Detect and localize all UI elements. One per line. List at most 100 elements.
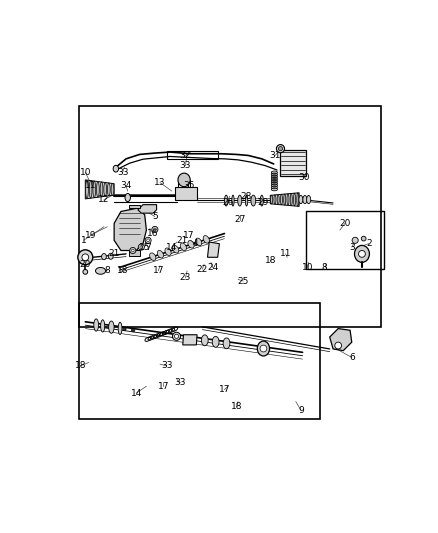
Ellipse shape	[94, 319, 99, 331]
Ellipse shape	[93, 181, 95, 198]
Ellipse shape	[212, 336, 219, 347]
Text: 21: 21	[109, 249, 120, 259]
Ellipse shape	[131, 249, 134, 252]
Text: 24: 24	[207, 263, 218, 272]
Text: 14: 14	[131, 389, 142, 398]
Ellipse shape	[188, 240, 194, 248]
Text: 8: 8	[105, 266, 110, 276]
Ellipse shape	[96, 182, 99, 197]
Text: 33: 33	[161, 361, 173, 370]
Ellipse shape	[245, 195, 248, 206]
Ellipse shape	[201, 335, 208, 346]
Ellipse shape	[95, 268, 106, 274]
Ellipse shape	[232, 195, 234, 206]
Text: 18: 18	[117, 266, 128, 276]
Text: 17: 17	[183, 231, 194, 240]
Ellipse shape	[173, 332, 180, 341]
Text: 3: 3	[349, 243, 355, 252]
Text: 18: 18	[230, 402, 242, 411]
Text: 20: 20	[339, 219, 351, 228]
Text: 5: 5	[152, 212, 158, 221]
Ellipse shape	[165, 248, 171, 255]
Ellipse shape	[83, 270, 88, 274]
Polygon shape	[330, 328, 352, 351]
Ellipse shape	[102, 254, 106, 260]
Text: 18: 18	[74, 361, 86, 370]
Ellipse shape	[130, 247, 136, 254]
Text: 4: 4	[193, 239, 198, 248]
Ellipse shape	[299, 196, 303, 204]
Ellipse shape	[86, 180, 88, 199]
Text: 19: 19	[85, 231, 96, 240]
Ellipse shape	[152, 227, 158, 232]
Text: 12: 12	[98, 195, 110, 204]
Polygon shape	[208, 242, 219, 257]
Ellipse shape	[293, 193, 296, 206]
Ellipse shape	[118, 322, 122, 335]
Ellipse shape	[280, 195, 283, 205]
Ellipse shape	[279, 147, 283, 151]
Ellipse shape	[224, 195, 228, 206]
Ellipse shape	[284, 194, 286, 205]
Ellipse shape	[271, 195, 273, 204]
Text: 18: 18	[265, 256, 276, 265]
Ellipse shape	[260, 345, 267, 352]
Text: 33: 33	[175, 378, 186, 387]
Text: 25: 25	[237, 277, 249, 286]
Text: 28: 28	[241, 192, 252, 201]
Text: 30: 30	[298, 173, 310, 182]
Text: 15: 15	[139, 243, 151, 252]
Ellipse shape	[173, 246, 179, 253]
Ellipse shape	[223, 338, 230, 349]
Ellipse shape	[109, 321, 114, 333]
Ellipse shape	[303, 196, 307, 204]
Ellipse shape	[82, 254, 88, 261]
Polygon shape	[175, 187, 197, 199]
Text: 31: 31	[270, 151, 281, 160]
Ellipse shape	[251, 195, 256, 206]
Ellipse shape	[258, 341, 269, 356]
Ellipse shape	[335, 342, 342, 349]
Text: 11: 11	[280, 249, 291, 259]
Ellipse shape	[354, 245, 369, 262]
Text: 22: 22	[197, 265, 208, 273]
Text: 11: 11	[85, 182, 96, 190]
Text: 33: 33	[180, 161, 191, 170]
Ellipse shape	[178, 173, 190, 187]
Ellipse shape	[238, 195, 242, 206]
Polygon shape	[129, 205, 140, 208]
Text: 17: 17	[158, 382, 169, 391]
Polygon shape	[85, 180, 114, 199]
Ellipse shape	[131, 328, 135, 332]
Ellipse shape	[297, 193, 299, 206]
Ellipse shape	[180, 243, 187, 251]
Ellipse shape	[89, 181, 92, 198]
Text: 10: 10	[80, 168, 91, 177]
Text: 27: 27	[234, 215, 245, 224]
Polygon shape	[270, 193, 299, 206]
Text: 17: 17	[219, 385, 230, 394]
Ellipse shape	[290, 193, 292, 206]
FancyBboxPatch shape	[280, 150, 306, 176]
Polygon shape	[129, 251, 140, 256]
Ellipse shape	[287, 194, 289, 205]
Ellipse shape	[277, 195, 279, 205]
Text: 14: 14	[166, 243, 177, 252]
Ellipse shape	[100, 182, 103, 197]
Ellipse shape	[107, 183, 110, 196]
Text: 26: 26	[222, 198, 233, 207]
Ellipse shape	[154, 228, 156, 231]
Text: 34: 34	[120, 182, 132, 190]
Polygon shape	[138, 205, 156, 213]
Ellipse shape	[361, 236, 366, 241]
Polygon shape	[183, 335, 197, 345]
Text: 1: 1	[81, 236, 86, 245]
Ellipse shape	[138, 244, 145, 250]
Ellipse shape	[147, 239, 149, 241]
Ellipse shape	[101, 320, 105, 332]
Ellipse shape	[274, 195, 276, 204]
Ellipse shape	[145, 237, 151, 244]
Text: 7: 7	[145, 243, 151, 252]
Ellipse shape	[125, 193, 131, 201]
Text: 21: 21	[177, 236, 188, 245]
